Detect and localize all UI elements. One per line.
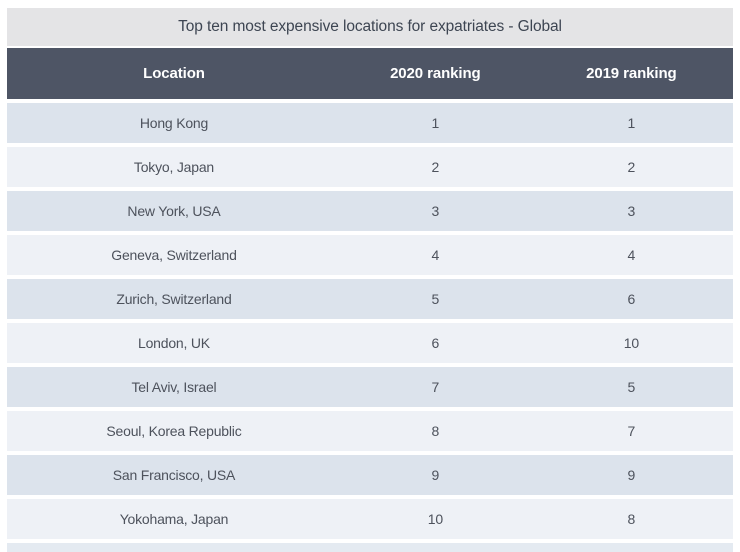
table-title-bar: Top ten most expensive locations for exp… xyxy=(7,8,733,46)
table-row: Yokohama, Japan 10 8 xyxy=(7,499,733,539)
cell-2019-ranking: 1 xyxy=(627,115,636,131)
table-header-row: Location 2020 ranking 2019 ranking xyxy=(7,48,733,99)
cell-2020-ranking: 4 xyxy=(431,247,440,263)
cell-location: Geneva, Switzerland xyxy=(111,247,237,263)
cell-2019-ranking: 7 xyxy=(627,423,636,439)
table-row: San Francisco, USA 9 9 xyxy=(7,455,733,495)
cell-2020-ranking: 2 xyxy=(431,159,440,175)
cell-2019-ranking: 6 xyxy=(627,291,636,307)
cell-2019-ranking: 2 xyxy=(627,159,636,175)
cell-location: Tokyo, Japan xyxy=(133,159,215,175)
column-header-2020-ranking: 2020 ranking xyxy=(390,65,481,82)
cell-location: San Francisco, USA xyxy=(112,467,236,483)
cell-2020-ranking: 3 xyxy=(431,203,440,219)
table-title: Top ten most expensive locations for exp… xyxy=(178,18,562,35)
cell-2019-ranking: 10 xyxy=(623,335,639,351)
cell-2020-ranking: 5 xyxy=(431,291,440,307)
table-row: Geneva, Switzerland 4 4 xyxy=(7,235,733,275)
cell-location: New York, USA xyxy=(127,203,221,219)
cell-2020-ranking: 6 xyxy=(431,335,440,351)
cell-2020-ranking: 7 xyxy=(431,379,440,395)
cell-2019-ranking: 5 xyxy=(627,379,636,395)
table-row: Zurich, Switzerland 5 6 xyxy=(7,279,733,319)
column-header-2019-ranking: 2019 ranking xyxy=(586,65,677,82)
cell-2019-ranking: 8 xyxy=(627,511,636,527)
cell-2020-ranking: 1 xyxy=(431,115,440,131)
cell-location: London, UK xyxy=(138,335,210,351)
table-row: Tokyo, Japan 2 2 xyxy=(7,147,733,187)
cell-2020-ranking: 10 xyxy=(427,511,443,527)
table-row: London, UK 6 10 xyxy=(7,323,733,363)
cell-location: Tel Aviv, Israel xyxy=(131,379,217,395)
cell-2020-ranking: 8 xyxy=(431,423,440,439)
cell-2019-ranking: 4 xyxy=(627,247,636,263)
cell-2019-ranking: 3 xyxy=(627,203,636,219)
cell-location: Yokohama, Japan xyxy=(119,511,229,527)
cell-location: Hong Kong xyxy=(139,115,209,131)
column-header-location: Location xyxy=(143,65,205,82)
ranking-table: Top ten most expensive locations for exp… xyxy=(7,8,733,552)
table-row: Hong Kong 1 1 xyxy=(7,103,733,143)
cell-location: Zurich, Switzerland xyxy=(116,291,232,307)
cell-location: Seoul, Korea Republic xyxy=(106,423,242,439)
cell-2020-ranking: 9 xyxy=(431,467,440,483)
table-row: New York, USA 3 3 xyxy=(7,191,733,231)
bottom-strip xyxy=(7,543,733,552)
table-body: Hong Kong 1 1 Tokyo, Japan 2 2 New York,… xyxy=(7,103,733,539)
table-row: Tel Aviv, Israel 7 5 xyxy=(7,367,733,407)
table-row: Seoul, Korea Republic 8 7 xyxy=(7,411,733,451)
cell-2019-ranking: 9 xyxy=(627,467,636,483)
